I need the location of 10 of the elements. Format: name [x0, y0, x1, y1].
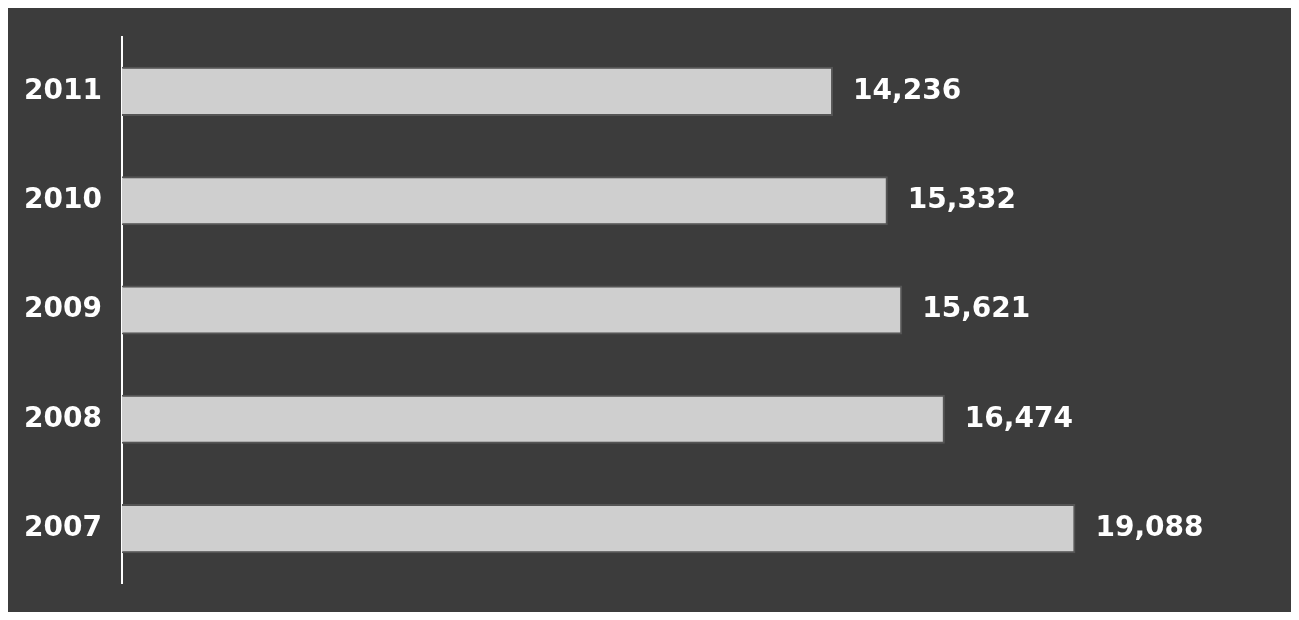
y-tick-label: 2009 — [23, 291, 102, 325]
data-label: 15,332 — [907, 182, 1016, 215]
data-label: 14,236 — [853, 72, 962, 106]
y-tick-label: 2008 — [23, 400, 102, 434]
data-label: 16,474 — [964, 400, 1073, 434]
data-label: 15,621 — [922, 291, 1031, 325]
y-tick-label: 2010 — [23, 182, 102, 215]
y-tick-label: 2007 — [23, 509, 102, 543]
y-tick-label: 2011 — [23, 72, 102, 106]
data-label: 19,088 — [1095, 509, 1204, 543]
